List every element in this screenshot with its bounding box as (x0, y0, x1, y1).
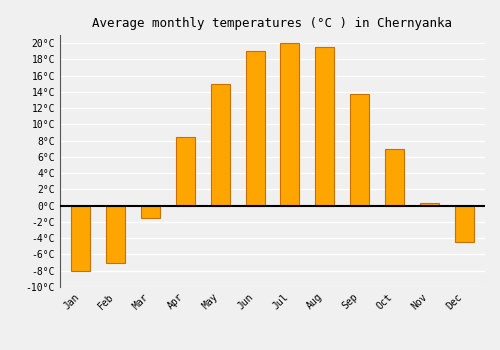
Bar (280, 43, 299, 206)
Bar (141, 206, 160, 218)
Bar (315, 47, 334, 206)
Bar (72, 206, 90, 271)
Title: Average monthly temperatures (°C ) in Chernyanka: Average monthly temperatures (°C ) in Ch… (92, 17, 452, 30)
Bar (385, 149, 404, 206)
Bar (454, 206, 473, 242)
Bar (210, 84, 230, 206)
Bar (420, 203, 439, 206)
Bar (246, 51, 264, 206)
Bar (350, 93, 369, 206)
Bar (176, 136, 195, 206)
Bar (106, 206, 126, 262)
